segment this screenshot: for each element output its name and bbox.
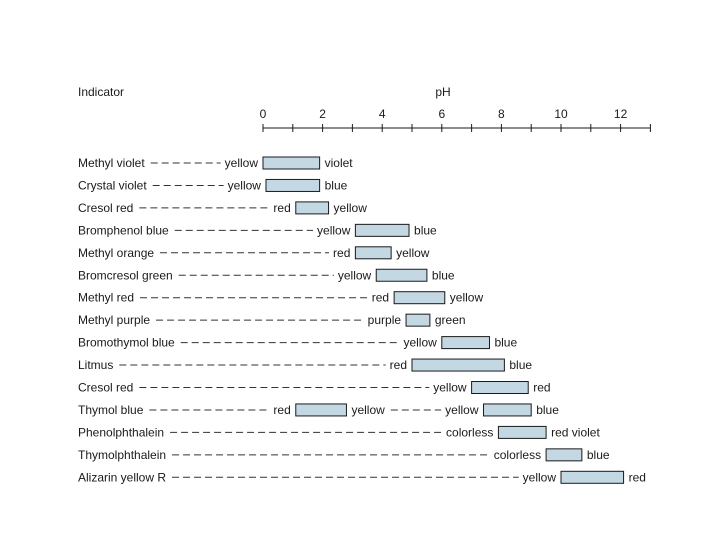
high-ph-color-label: yellow [334,201,368,215]
transition-range-bar [265,178,321,192]
transition-range-bar [375,268,428,282]
high-ph-color-label: yellow [396,246,430,260]
indicator-name: Methyl violet [78,156,145,170]
indicator-row: Litmus red blue [78,358,532,372]
indicator-name: Cresol red [78,201,133,215]
indicator-row: Thymolphthalein colorless blue [78,448,610,462]
indicator-row: Phenolphthalein colorless red violet [78,425,600,439]
high-ph-color-label: red violet [551,425,600,439]
low-ph-color-label: yellow [225,156,259,170]
ph-tick-label: 8 [498,107,505,121]
transition-range-bar [411,358,505,372]
indicator-row: Methyl purple purple green [78,313,466,327]
high-ph-color-label: red [629,470,646,484]
transition-range-bar [441,336,490,350]
high-ph-color-label: blue [432,268,455,282]
transition-range-bar [560,470,625,484]
high-ph-color-label: yellow [351,403,385,417]
indicator-row: Bromcresol green yellow blue [78,268,455,282]
high-ph-color-label: green [435,313,466,327]
indicator-row: Crystal violet yellow blue [78,178,348,192]
indicator-name: Phenolphthalein [78,425,164,439]
low-ph-color-label: colorless [446,425,493,439]
low-ph-color-label: red [273,201,290,215]
indicator-row: Methyl orange red yellow [78,246,430,260]
ph-axis-title: pH [435,85,450,99]
indicator-row: Thymol blue red yellow yellow blue [78,403,559,417]
indicator-row: Cresol red yellow red [78,381,551,395]
transition-range-bar [483,403,532,417]
indicator-row: Methyl violet yellow violet [78,156,353,170]
indicator-name: Litmus [78,358,113,372]
ph-tick-label: 0 [260,107,267,121]
indicator-row: Bromphenol blue yellow blue [78,223,437,237]
low-ph-color-label: red [273,403,290,417]
indicator-name: Alizarin yellow R [78,470,166,484]
low-ph-color-label: red [333,246,350,260]
indicator-name: Bromphenol blue [78,223,169,237]
low-ph-color-label: yellow [403,336,437,350]
transition-range-bar [262,156,321,170]
transition-range-bar [545,448,583,462]
transition-range-bar [295,201,330,215]
ph-tick-label: 10 [554,107,568,121]
indicator-row: Alizarin yellow R yellow red [78,470,646,484]
indicator-name: Thymol blue [78,403,144,417]
indicator-name: Cresol red [78,381,133,395]
high-ph-color-label: blue [536,403,559,417]
low-ph-color-label: yellow [338,268,372,282]
low-ph-color-label: yellow [228,178,262,192]
indicator-name: Crystal violet [78,178,147,192]
transition-range-bar [354,246,392,260]
indicator-rows: Methyl violet yellow violet Crystal violet y… [78,156,646,484]
indicator-column-header: Indicator [78,85,124,99]
high-ph-color-label: blue [494,336,517,350]
high-ph-color-label: blue [509,358,532,372]
indicator-name: Bromothymol blue [78,336,175,350]
low-ph-color-label: colorless [494,448,541,462]
transition-range-bar [354,223,410,237]
transition-range-bar [405,313,431,327]
low-ph-color-label: yellow [317,223,351,237]
transition-range-bar [295,403,347,417]
indicator-name: Methyl red [78,291,134,305]
indicator-name: Bromcresol green [78,268,173,282]
ph-axis: 0 2 4 6 8 10 12 [260,107,651,132]
high-ph-color-label: red [533,381,550,395]
low-ph-color-label: yellow [523,470,557,484]
high-ph-color-label: violet [325,156,354,170]
indicator-name: Thymolphthalein [78,448,166,462]
indicator-name: Methyl orange [78,246,154,260]
high-ph-color-label: blue [414,223,437,237]
high-ph-color-label: yellow [450,291,484,305]
low-ph-color-label: red [372,291,389,305]
low-ph-color-label: purple [368,313,402,327]
indicator-name: Methyl purple [78,313,150,327]
low-ph-color-label: yellow [445,403,479,417]
ph-tick-label: 2 [319,107,326,121]
transition-range-bar [497,425,547,439]
transition-range-bar [393,291,446,305]
transition-range-bar [471,381,529,394]
low-ph-color-label: red [390,358,407,372]
indicator-row: Cresol red red yellow [78,201,367,215]
ph-tick-label: 12 [614,107,628,121]
ph-tick-label: 6 [438,107,445,121]
indicator-row: Methyl red red yellow [78,291,483,305]
ph-tick-label: 4 [379,107,386,121]
indicator-row: Bromothymol blue yellow blue [78,336,517,350]
high-ph-color-label: blue [325,178,348,192]
high-ph-color-label: blue [587,448,610,462]
low-ph-color-label: yellow [433,381,467,395]
